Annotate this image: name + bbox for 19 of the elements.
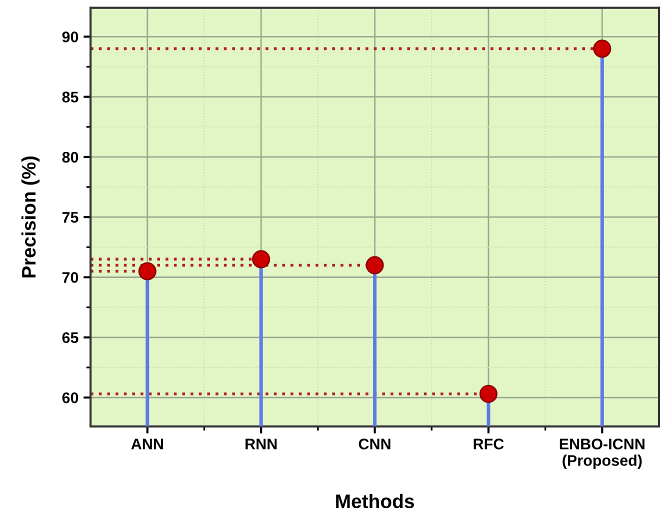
- y-tick-label: 65: [62, 332, 78, 344]
- y-tick-label: 80: [62, 152, 78, 163]
- point: [593, 40, 612, 58]
- y-tick-label: 85: [62, 92, 78, 102]
- point: [366, 256, 384, 274]
- point: [479, 384, 498, 403]
- y-tick-label: 90: [62, 32, 78, 42]
- x-tick-label: RFC: [474, 438, 504, 450]
- x-tick-label: CNN: [358, 438, 390, 450]
- y-tick-label: 70: [62, 272, 78, 283]
- y-tick-label: 75: [62, 212, 78, 223]
- y-axis-title: Precision (%): [21, 156, 40, 278]
- x-tick-label: ANN: [131, 438, 163, 450]
- point: [252, 250, 270, 268]
- y-tick-label: 60: [62, 392, 78, 404]
- x-axis-title: Methods: [336, 494, 414, 508]
- x-tick-label: ENBO-ICNN (Proposed): [560, 438, 644, 469]
- point: [138, 262, 156, 280]
- x-tick-label: RNN: [246, 438, 277, 450]
